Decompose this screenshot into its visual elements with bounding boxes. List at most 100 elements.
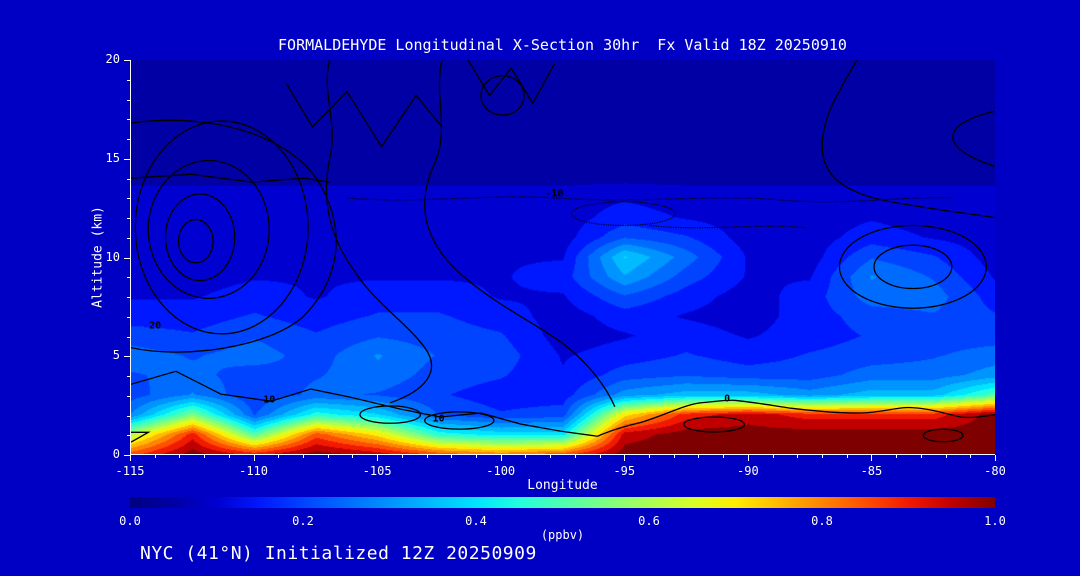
x-minor-tick xyxy=(772,455,774,458)
y-tick-mark xyxy=(124,455,130,456)
y-minor-tick xyxy=(127,376,130,377)
contour-line xyxy=(822,60,995,218)
x-tick-mark xyxy=(130,455,131,461)
x-tick-label: -115 xyxy=(115,464,145,478)
x-minor-tick xyxy=(154,455,156,458)
y-minor-tick xyxy=(127,277,130,279)
x-minor-tick xyxy=(426,455,428,458)
contour-line xyxy=(131,371,598,436)
x-minor-tick xyxy=(352,455,354,458)
x-axis-label: Longitude xyxy=(527,478,598,493)
x-tick-label: -90 xyxy=(737,464,759,478)
contour-line xyxy=(649,225,805,227)
contour-line xyxy=(326,60,431,403)
contour-line xyxy=(425,412,494,429)
x-minor-tick xyxy=(303,455,304,458)
x-minor-tick xyxy=(401,455,403,458)
colorbar-unit-label: (ppbv) xyxy=(540,528,585,542)
x-minor-tick xyxy=(525,455,527,458)
x-tick-mark xyxy=(253,455,255,461)
y-minor-tick xyxy=(127,218,130,219)
y-minor-tick xyxy=(127,237,130,239)
y-tick-label: 10 xyxy=(105,249,120,264)
x-minor-tick xyxy=(673,455,675,458)
y-minor-tick xyxy=(127,79,130,81)
y-tick-mark xyxy=(124,60,130,61)
x-minor-tick xyxy=(204,455,206,458)
contour-line xyxy=(468,60,554,103)
x-minor-tick xyxy=(476,455,477,458)
contour-line xyxy=(684,417,744,432)
y-tick-label: 15 xyxy=(105,150,120,165)
contour-line xyxy=(874,245,952,288)
y-minor-tick xyxy=(127,297,130,298)
x-tick-mark xyxy=(995,455,996,461)
run-info: NYC (41°N) Initialized 12Z 20250909 xyxy=(140,543,537,564)
x-tick-mark xyxy=(624,455,626,461)
contour-line xyxy=(923,429,963,442)
x-minor-tick xyxy=(822,455,823,458)
x-tick-mark xyxy=(747,455,749,461)
contour-line xyxy=(481,76,524,115)
colorbar-tick-label: 0.4 xyxy=(465,514,487,528)
contour-line xyxy=(166,194,235,281)
contour-line xyxy=(953,111,995,166)
contour-line xyxy=(347,197,952,202)
x-tick-label: -100 xyxy=(486,464,516,478)
colorbar-tick-label: 0.6 xyxy=(638,514,660,528)
x-minor-tick xyxy=(599,455,601,458)
contour-line xyxy=(131,120,336,352)
y-minor-tick xyxy=(127,395,130,397)
contour-line xyxy=(572,202,676,226)
y-tick-mark xyxy=(124,356,130,358)
contour-line xyxy=(425,60,615,407)
x-minor-tick xyxy=(278,455,280,458)
contour-line xyxy=(598,400,995,436)
colorbar-tick-label: 0.2 xyxy=(292,514,314,528)
contour-line xyxy=(179,220,214,263)
colorbar-tick-label: 0.8 xyxy=(811,514,833,528)
x-minor-tick xyxy=(920,455,922,458)
y-minor-tick xyxy=(127,198,130,200)
contour-line xyxy=(148,160,269,298)
x-tick-mark xyxy=(500,455,502,461)
contour-overlay xyxy=(131,60,995,454)
contour-line xyxy=(287,84,443,147)
x-tick-mark xyxy=(377,455,379,461)
heatmap-canvas xyxy=(131,60,995,454)
contour-line xyxy=(135,121,308,334)
y-minor-tick xyxy=(127,99,130,101)
x-minor-tick xyxy=(970,455,972,458)
y-minor-tick xyxy=(127,316,130,318)
x-minor-tick xyxy=(574,455,576,458)
x-minor-tick xyxy=(228,455,230,458)
y-minor-tick xyxy=(127,415,130,417)
x-minor-tick xyxy=(698,455,700,458)
y-tick-label: 5 xyxy=(112,348,120,363)
x-minor-tick xyxy=(179,455,181,458)
y-tick-mark xyxy=(124,257,130,259)
x-minor-tick xyxy=(327,455,329,458)
y-minor-tick xyxy=(127,336,130,338)
x-minor-tick xyxy=(550,455,552,458)
x-minor-tick xyxy=(649,455,650,458)
x-tick-mark xyxy=(871,455,873,461)
x-tick-label: -95 xyxy=(613,464,636,478)
x-minor-tick xyxy=(896,455,898,458)
chart-title: FORMALDEHYDE Longitudinal X-Section 30hr… xyxy=(278,36,847,54)
x-minor-tick xyxy=(723,455,725,458)
x-tick-label: -110 xyxy=(239,464,269,478)
y-tick-label: 0 xyxy=(112,447,120,461)
contour-line xyxy=(839,225,986,308)
x-minor-tick xyxy=(945,455,947,458)
plot-area: 20 10 10 0 -10 xyxy=(130,60,995,455)
colorbar xyxy=(130,497,995,508)
y-minor-tick xyxy=(127,139,130,140)
y-minor-tick xyxy=(127,178,130,180)
colorbar-tick-label: 0.0 xyxy=(119,514,141,528)
x-tick-label: -85 xyxy=(860,464,883,478)
contour-line xyxy=(360,406,420,423)
x-tick-label: -105 xyxy=(362,464,392,478)
y-tick-mark xyxy=(124,158,130,160)
